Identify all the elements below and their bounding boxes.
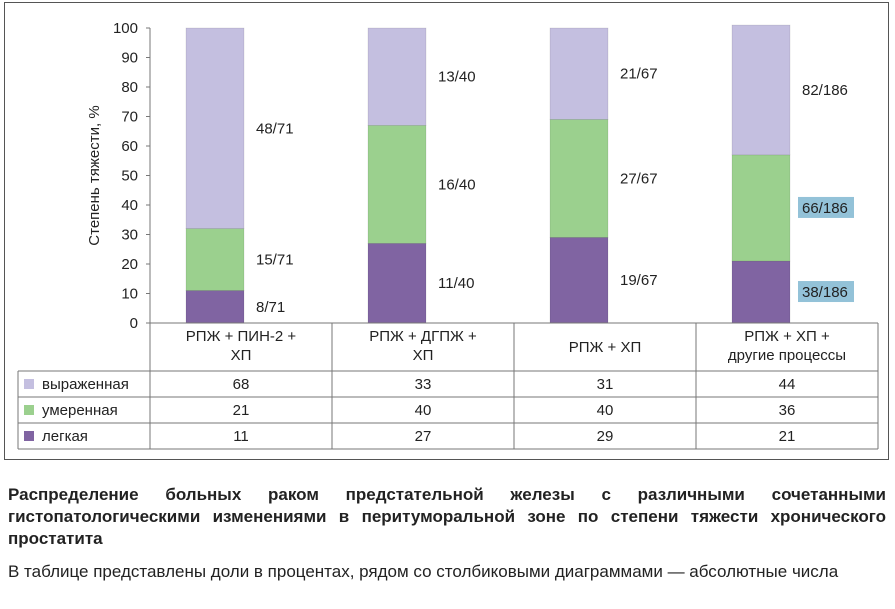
y-tick-label: 40 xyxy=(121,197,138,214)
bar-segment xyxy=(367,125,427,244)
y-tick-label: 10 xyxy=(121,286,138,303)
legend-swatch xyxy=(24,431,34,441)
data-label: 8/71 xyxy=(256,299,285,316)
bar-segment xyxy=(185,228,245,291)
data-label: 38/186 xyxy=(802,284,848,301)
table-value: 44 xyxy=(779,376,796,393)
table-value: 29 xyxy=(597,428,614,445)
x-category-label: ХП xyxy=(413,347,434,364)
legend-swatch xyxy=(24,379,34,389)
bar-segment xyxy=(367,243,427,324)
bar-segment xyxy=(549,237,609,324)
data-label: 82/186 xyxy=(802,82,848,99)
table-value: 68 xyxy=(233,376,250,393)
x-category-label: РПЖ + ХП + xyxy=(744,328,830,345)
caption-note: В таблице представлены доли в процентах,… xyxy=(8,562,839,581)
legend-label: выраженная xyxy=(42,376,129,393)
table-value: 11 xyxy=(233,428,249,445)
bar-segment xyxy=(185,27,245,229)
data-label: 66/186 xyxy=(802,200,848,217)
legend-label: умеренная xyxy=(42,402,118,419)
bar-segment xyxy=(731,154,791,262)
x-category-label: РПЖ + ДГПЖ + xyxy=(369,328,477,345)
legend-label: легкая xyxy=(42,428,88,445)
table-value: 21 xyxy=(233,402,250,419)
bar-segment xyxy=(367,27,427,126)
y-tick-label: 0 xyxy=(130,315,138,332)
data-label-highlight xyxy=(798,196,854,218)
data-label: 15/71 xyxy=(256,252,294,269)
y-tick-label: 20 xyxy=(121,256,138,273)
table-value: 36 xyxy=(779,402,796,419)
table-value: 40 xyxy=(597,402,614,419)
y-tick-label: 50 xyxy=(121,168,138,185)
y-tick-label: 100 xyxy=(113,20,138,37)
data-label: 21/67 xyxy=(620,66,658,83)
y-tick-label: 90 xyxy=(121,50,138,67)
bar-segment xyxy=(549,119,609,238)
x-category-label: другие процессы xyxy=(728,347,846,364)
data-label: 19/67 xyxy=(620,272,658,289)
y-tick-label: 30 xyxy=(121,227,138,244)
table-value: 21 xyxy=(779,428,796,445)
data-label: 16/40 xyxy=(438,176,476,193)
data-label: 27/67 xyxy=(620,170,658,187)
table-value: 31 xyxy=(597,376,614,393)
data-label-highlight xyxy=(798,281,854,303)
data-label: 13/40 xyxy=(438,69,476,86)
legend-swatch xyxy=(24,405,34,415)
y-axis-label: Степень тяжести, % xyxy=(86,105,103,245)
y-tick-label: 60 xyxy=(121,138,138,155)
bar-segment xyxy=(185,290,245,324)
table-value: 27 xyxy=(415,428,432,445)
stacked-bar-chart: 0 10 20 30 40 50 60 70 80 90 100 Степень тяжести, %… xyxy=(17,20,879,450)
y-tick-label: 70 xyxy=(121,109,138,126)
x-category-label: ХП xyxy=(231,347,252,364)
data-label: 48/71 xyxy=(256,120,294,137)
bar-segment xyxy=(549,27,609,120)
chart-frame: 0 10 20 30 40 50 60 70 80 90 100 Степень тяжести, %… xyxy=(4,2,889,460)
x-category-label: РПЖ + ХП xyxy=(569,339,642,356)
data-label: 11/40 xyxy=(438,275,474,292)
y-tick-label: 80 xyxy=(121,79,138,96)
x-category-label: РПЖ + ПИН-2 + xyxy=(186,328,297,345)
table-value: 33 xyxy=(415,376,432,393)
bar-segment xyxy=(731,260,791,324)
bar-segment xyxy=(731,24,791,156)
caption-title: Распределение больных раком предстательн… xyxy=(8,485,886,548)
table-value: 40 xyxy=(415,402,432,419)
